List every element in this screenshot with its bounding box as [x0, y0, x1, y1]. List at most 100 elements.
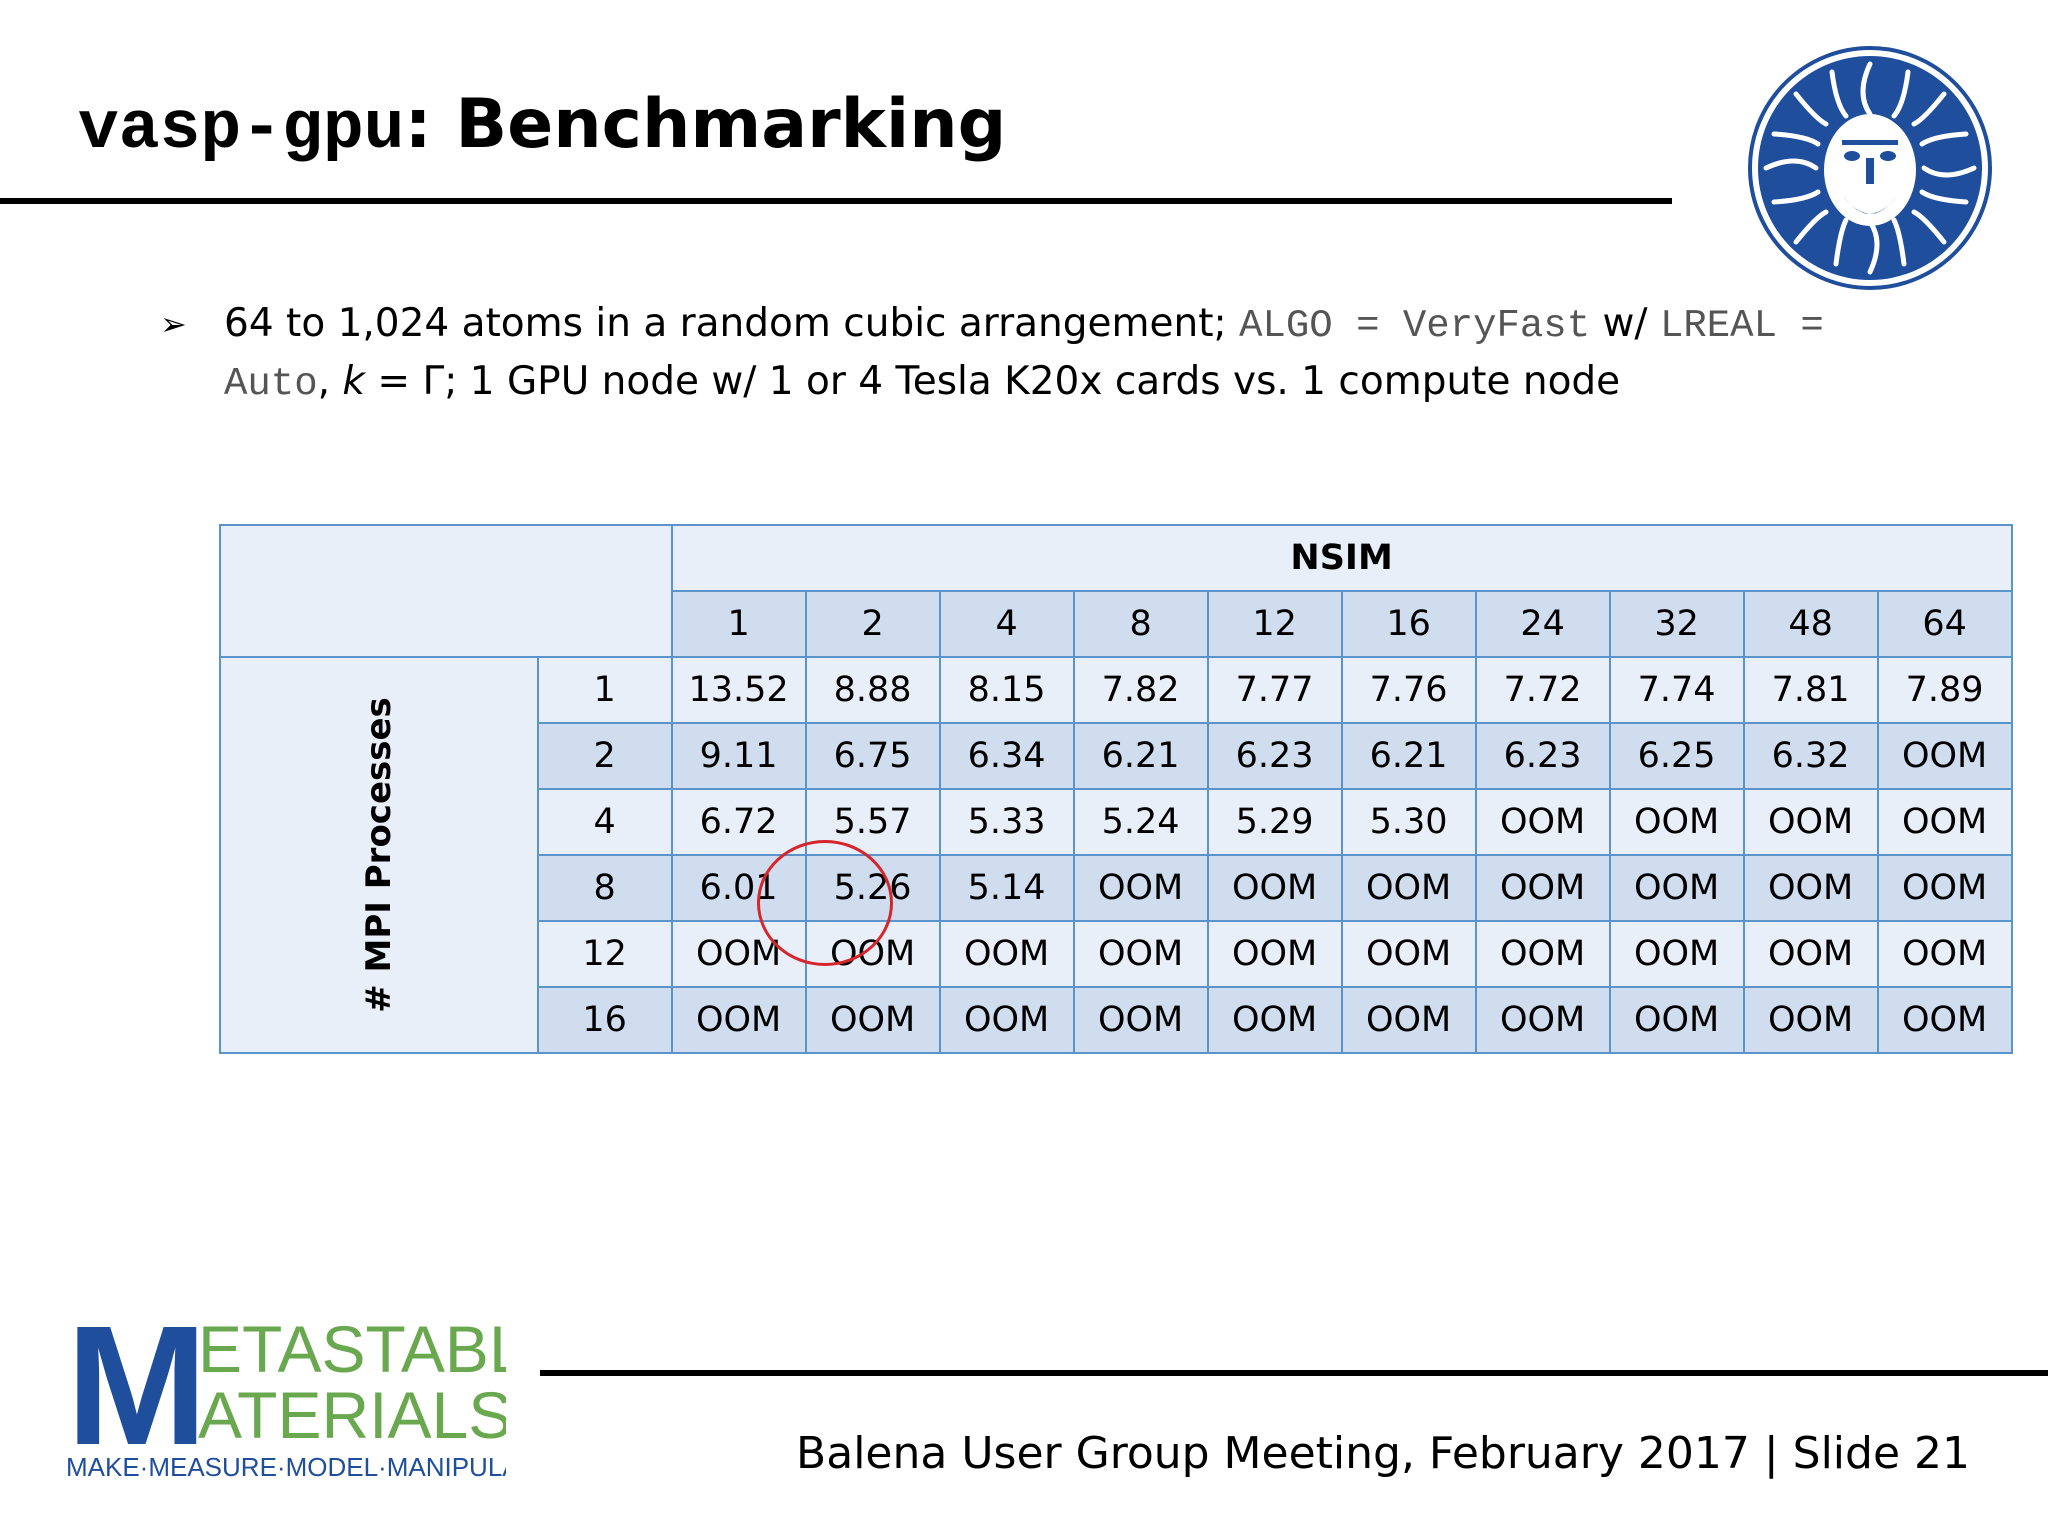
highlight-circle [757, 840, 893, 966]
table-cell: OOM [1608, 986, 1745, 1054]
slide-title-code: vasp-gpu [78, 91, 405, 168]
table-row: 4 6.72 5.57 5.33 5.24 5.29 5.30 OOM OOM OOM OOM [220, 788, 2013, 856]
footer-divider [540, 1370, 2048, 1376]
table-cell: OOM [1340, 854, 1477, 922]
title-divider [0, 198, 1672, 204]
bullet-text-part: = Γ; 1 GPU node w/ 1 or 4 Tesla K20x car… [365, 359, 1621, 404]
table-cell: 6.34 [938, 722, 1075, 790]
table-cell: OOM [1742, 788, 1879, 856]
arrowhead-bullet-icon: ➢ [160, 305, 187, 343]
nsim-column-header: 32 [1608, 590, 1745, 658]
table-row: 12 OOM OOM OOM OOM OOM OOM OOM OOM OOM OOM [220, 920, 2013, 988]
table-cell: OOM [1072, 986, 1209, 1054]
table-cell: 7.77 [1206, 656, 1343, 724]
university-seal-logo [1748, 46, 1992, 290]
table-cell: OOM [1742, 854, 1879, 922]
table-cell: OOM [1608, 788, 1745, 856]
table-cell: 7.74 [1608, 656, 1745, 724]
logo-line2: ATERIALS [198, 1378, 506, 1452]
table-cell: OOM [1876, 986, 2013, 1054]
metastable-materials-logo: M ETASTABLE ATERIALS MAKE·MEASURE·MODEL·… [66, 1304, 506, 1482]
nsim-column-header: 16 [1340, 590, 1477, 658]
table-cell: OOM [1206, 854, 1343, 922]
table-cell: 13.52 [670, 656, 807, 724]
table-cell: 7.76 [1340, 656, 1477, 724]
mpi-row-header: 8 [536, 854, 673, 922]
table-cell: OOM [1072, 920, 1209, 988]
nsim-column-header: 2 [804, 590, 941, 658]
table-cell: 6.25 [1608, 722, 1745, 790]
table-cell: 5.33 [938, 788, 1075, 856]
nsim-header: NSIM [670, 524, 2013, 592]
table-cell: 5.57 [804, 788, 941, 856]
table-cell: OOM [1474, 788, 1611, 856]
bullet-text-part: 64 to 1,024 atoms in a random cubic arra… [224, 301, 1240, 346]
mpi-row-header: 4 [536, 788, 673, 856]
table-cell: 9.11 [670, 722, 807, 790]
table-cell: OOM [938, 920, 1075, 988]
table-cell: OOM [1608, 854, 1745, 922]
mpi-row-header: 12 [536, 920, 673, 988]
logo-line1: ETASTABLE [198, 1312, 506, 1386]
table-cell: 6.21 [1072, 722, 1209, 790]
nsim-column-header: 12 [1206, 590, 1343, 658]
mpi-axis-cell: # MPI Processes [219, 656, 539, 1054]
table-cell: OOM [1876, 722, 2013, 790]
table-cell: OOM [1072, 854, 1209, 922]
table-cell: OOM [1742, 986, 1879, 1054]
table-row: 2 9.11 6.75 6.34 6.21 6.23 6.21 6.23 6.25 6.32 OOM [220, 722, 2013, 790]
table-cell: 7.82 [1072, 656, 1209, 724]
table-cell: OOM [1876, 788, 2013, 856]
table-cell: 6.72 [670, 788, 807, 856]
table-cell: 6.21 [1340, 722, 1477, 790]
table-cell: 6.23 [1206, 722, 1343, 790]
table-cell: 7.72 [1474, 656, 1611, 724]
table-cell: OOM [1206, 920, 1343, 988]
mpi-axis-label: # MPI Processes [358, 697, 399, 1013]
table-cell: OOM [1206, 986, 1343, 1054]
highlighted-cell: 5.14 [938, 854, 1075, 922]
table-cell: 6.23 [1474, 722, 1611, 790]
table-cell: OOM [1876, 920, 2013, 988]
table-cell: OOM [1742, 920, 1879, 988]
nsim-column-header: 48 [1742, 590, 1879, 658]
logo-tagline: MAKE·MEASURE·MODEL·MANIPULATE [66, 1452, 506, 1482]
table-cell: 6.75 [804, 722, 941, 790]
footer-text: Balena User Group Meeting, February 2017… [796, 1428, 1970, 1479]
bullet-text-part: , [317, 359, 343, 404]
table-cell: OOM [670, 986, 807, 1054]
algo-setting: ALGO = VeryFast [1239, 304, 1591, 348]
slide-title: vasp-gpu: Benchmarking [78, 80, 1006, 175]
table-row: 16 OOM OOM OOM OOM OOM OOM OOM OOM OOM OOM [220, 986, 2013, 1054]
nsim-column-header: 64 [1876, 590, 2013, 658]
table-cell: OOM [1474, 986, 1611, 1054]
table-cell: OOM [1340, 920, 1477, 988]
bullet-text-part: w/ [1590, 301, 1660, 346]
table-cell: OOM [1608, 920, 1745, 988]
table-cell: OOM [1474, 854, 1611, 922]
corner-cell [219, 524, 673, 658]
nsim-column-header: 1 [670, 590, 807, 658]
table-cell: OOM [1340, 986, 1477, 1054]
nsim-column-header: 8 [1072, 590, 1209, 658]
table-cell: OOM [938, 986, 1075, 1054]
mpi-row-header: 1 [536, 656, 673, 724]
benchmark-table: NSIM 1 2 4 8 12 16 24 32 48 64 # MPI Processes 1 13… [219, 524, 2013, 1054]
bullet-point: ➢ 64 to 1,024 atoms in a random cubic ar… [160, 296, 1860, 412]
table-cell: 8.88 [804, 656, 941, 724]
table-cell: OOM [1876, 854, 2013, 922]
nsim-column-header: 4 [938, 590, 1075, 658]
k-symbol: k [342, 359, 366, 404]
nsim-column-header: 24 [1474, 590, 1611, 658]
svg-text:M: M [66, 1304, 208, 1481]
table-cell: 5.29 [1206, 788, 1343, 856]
table-cell: 6.32 [1742, 722, 1879, 790]
table-cell: 5.30 [1340, 788, 1477, 856]
table-cell: 7.89 [1876, 656, 2013, 724]
table-cell: 8.15 [938, 656, 1075, 724]
mpi-row-header: 2 [536, 722, 673, 790]
table-cell: 7.81 [1742, 656, 1879, 724]
table-cell: 5.24 [1072, 788, 1209, 856]
mpi-row-header: 16 [536, 986, 673, 1054]
table-cell: OOM [804, 986, 941, 1054]
